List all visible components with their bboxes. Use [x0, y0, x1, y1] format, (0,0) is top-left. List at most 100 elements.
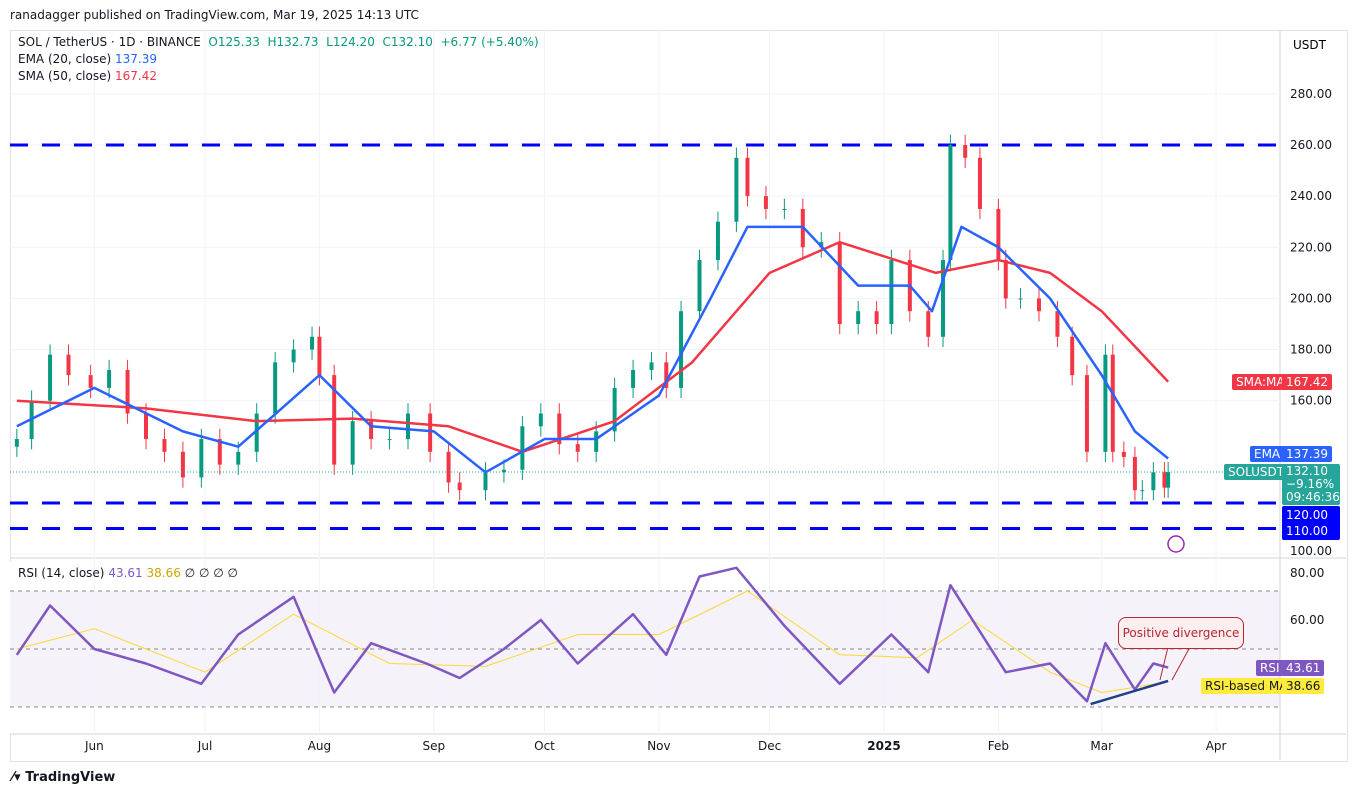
candle-body	[941, 260, 946, 337]
time-tick-label: Nov	[647, 739, 670, 753]
price-tick-label: 200.00	[1290, 291, 1332, 305]
rsi-extra: ∅ ∅ ∅ ∅	[184, 566, 238, 580]
brand-name: TradingView	[25, 770, 116, 785]
candle-body	[926, 311, 931, 337]
bar-timer: 09:46:36	[1286, 490, 1340, 504]
candle-body	[310, 336, 315, 350]
sma-legend: SMA (50, close) 167.42	[18, 69, 157, 83]
time-tick-label: Aug	[308, 739, 331, 753]
rsi-ma-value: 38.66	[146, 566, 181, 580]
candle-body	[501, 469, 506, 473]
candle-body	[996, 208, 1001, 261]
candle-body	[837, 242, 842, 324]
candle-body	[199, 439, 204, 478]
candle-body	[763, 196, 768, 209]
publish-info: ranadagger published on TradingView.com,…	[10, 8, 419, 22]
level-120-tag: 120.00	[1286, 508, 1328, 522]
candle-body	[782, 208, 787, 210]
alert-icon	[1167, 535, 1185, 553]
sma-value: 167.42	[115, 69, 157, 83]
rsi-ma-tag-value: 38.66	[1282, 678, 1325, 694]
rsi-line	[15, 566, 1169, 703]
price-tick-label: 240.00	[1290, 189, 1332, 203]
sma-label: SMA (50, close)	[18, 69, 112, 83]
candle-body	[180, 451, 185, 478]
candle-body	[1003, 260, 1008, 299]
level-tags: 120.00 110.00	[1282, 506, 1340, 540]
candle-body	[405, 413, 410, 440]
symbol: SOL / TetherUS · 1D · BINANCE	[18, 35, 201, 49]
candle-body	[715, 221, 720, 261]
candle-body	[1140, 490, 1145, 492]
price-value: 132.10	[1286, 464, 1328, 478]
candle-body	[369, 421, 374, 440]
close-value: C132.10	[382, 35, 433, 49]
time-tick-label: Sep	[423, 739, 446, 753]
currency-label[interactable]: USDT	[1293, 38, 1326, 52]
price-pct: −9.16%	[1286, 477, 1335, 491]
rsi-tag-name: RSI	[1256, 660, 1284, 676]
price-tag: 132.10 −9.16% 09:46:36	[1282, 464, 1340, 505]
candle-body	[1055, 311, 1060, 337]
candle-body	[107, 370, 112, 388]
candle-body	[291, 349, 296, 363]
candle-body	[446, 451, 451, 483]
candle-body	[557, 413, 562, 445]
candle-body	[649, 362, 654, 371]
time-tick-label: 2025	[867, 739, 900, 753]
tradingview-logo: ⁄▾ TradingView	[12, 770, 115, 785]
candle-body	[612, 387, 617, 432]
candle-body	[697, 260, 702, 312]
candle-body	[874, 311, 879, 324]
candle-body	[350, 421, 355, 465]
candle-body	[1110, 354, 1115, 452]
candle-body	[125, 370, 130, 414]
candle-body	[734, 157, 739, 222]
time-tick-label: Jul	[197, 739, 212, 753]
candle-body	[162, 439, 167, 452]
high-value: H132.73	[267, 35, 319, 49]
rsi-label: RSI (14, close)	[18, 566, 105, 580]
rsi-ma-tag-name: RSI-based MA	[1201, 678, 1292, 694]
candle-body	[520, 426, 525, 470]
level-110-tag: 110.00	[1286, 524, 1328, 538]
candle-body	[273, 362, 278, 414]
divergence-trendline	[1090, 679, 1169, 706]
logo-icon: ⁄▾	[12, 770, 21, 785]
candle-body	[457, 482, 462, 491]
candle-body	[977, 157, 982, 209]
chart-frame[interactable]	[10, 30, 1348, 762]
ema20-line	[16, 225, 1169, 474]
rsi-tag-value: 43.61	[1282, 660, 1325, 676]
candle-body	[1121, 451, 1126, 457]
candle-body	[1036, 298, 1041, 312]
candle-body	[594, 431, 599, 452]
callout-pointer	[1159, 646, 1191, 681]
candle-body	[1070, 336, 1075, 376]
rsi-ma-line	[16, 590, 1169, 693]
candle-body	[387, 439, 392, 441]
candle-body	[14, 439, 19, 447]
candle-body	[948, 145, 953, 261]
candle-body	[679, 311, 684, 388]
positive-divergence-callout[interactable]: Positive divergence	[1118, 617, 1244, 649]
price-tick-label: 160.00	[1290, 394, 1332, 408]
candle-body	[631, 370, 636, 388]
rsi-tick-label: 80.00	[1290, 566, 1324, 580]
price-tick-label: 180.00	[1290, 343, 1332, 357]
rsi-tick-label: 60.00	[1290, 613, 1324, 627]
ema-tag-value: 137.39	[1282, 446, 1332, 462]
time-tick-label: Feb	[988, 739, 1009, 753]
time-tick-label: Mar	[1090, 739, 1113, 753]
symbol-tag: SOLUSDT	[1224, 464, 1289, 480]
candle-body	[1162, 472, 1167, 488]
low-value: L124.20	[326, 35, 375, 49]
symbol-legend: SOL / TetherUS · 1D · BINANCE O125.33 H1…	[18, 35, 539, 49]
time-tick-label: Apr	[1206, 739, 1227, 753]
candle-body	[217, 439, 222, 465]
candle-body	[1151, 472, 1156, 491]
candle-body	[483, 472, 488, 491]
time-tick-label: Oct	[534, 739, 555, 753]
sma-tag-value: 167.42	[1282, 374, 1332, 390]
